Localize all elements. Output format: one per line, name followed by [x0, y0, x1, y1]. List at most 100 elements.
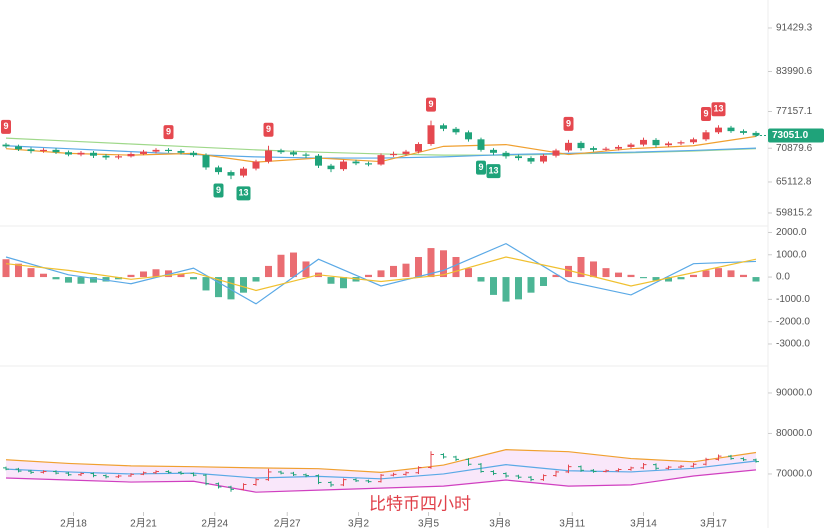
signal-label: 9 [166, 126, 171, 136]
macd-bar [115, 277, 122, 280]
candle-body [427, 125, 435, 145]
signal-label: 9 [266, 124, 271, 134]
candle-body [40, 149, 47, 152]
x-tick-label: 3月14 [630, 518, 657, 528]
indicator-line [5, 469, 757, 493]
signal-badge [476, 160, 486, 175]
macd-bar [240, 277, 247, 293]
candle-body [227, 172, 235, 176]
signal-badge [263, 122, 274, 137]
macd-bar [540, 277, 547, 286]
y-tick-label: 2000.0 [776, 227, 807, 238]
macd-bar [415, 256, 422, 278]
y-tick-label: 0.0 [776, 272, 790, 283]
macd-bar [527, 277, 535, 293]
candle-body [240, 168, 247, 176]
last-price-label: 73051.0 [772, 130, 809, 141]
signal-badge [1, 119, 11, 134]
candle-body [15, 146, 22, 150]
macd-bar [140, 271, 147, 278]
candle-body [315, 155, 322, 166]
macd-bar [327, 277, 335, 284]
macd-bar [465, 268, 472, 278]
macd-bar [127, 274, 135, 278]
candle-body [490, 149, 497, 153]
signal-label: 13 [713, 104, 723, 114]
candle-body [652, 139, 660, 146]
macd-bar [590, 261, 597, 278]
signal-badge [701, 106, 711, 121]
y-tick-label: -2000.0 [776, 316, 810, 327]
watermark: 比特币四小时 [369, 494, 471, 513]
candle-body [65, 152, 72, 155]
x-tick-label: 3月8 [489, 518, 511, 528]
candle-body [552, 150, 560, 156]
y-tick-label: 80000.0 [776, 428, 813, 439]
candle-body [577, 142, 585, 149]
macd-bar [77, 277, 85, 284]
candle-body [477, 139, 485, 150]
candle-body [727, 127, 735, 132]
macd-bar [452, 256, 460, 278]
candle-body [115, 156, 122, 158]
macd-bar [490, 277, 497, 295]
signal-badge [426, 97, 436, 112]
macd-bar [727, 270, 735, 278]
y-tick-label: 90000.0 [776, 388, 813, 399]
macd-bar [277, 254, 285, 278]
signal-label: 13 [238, 188, 248, 198]
macd-bar [665, 277, 672, 282]
candle-body [302, 154, 310, 156]
macd-bar [390, 265, 397, 278]
candle-body [540, 155, 547, 162]
candle-body [690, 139, 697, 143]
x-tick-label: 2月27 [274, 518, 301, 528]
candle-body [340, 161, 347, 170]
macd-bar [177, 273, 185, 278]
candle-body [127, 153, 135, 157]
macd-bar [627, 274, 635, 278]
band-fill [6, 449, 756, 493]
candle-body [402, 151, 410, 154]
y-tick-label: 70000.0 [776, 469, 813, 480]
macd-bar [52, 277, 60, 280]
macd-bar [190, 277, 197, 280]
signal-badge [711, 102, 726, 117]
candle-body [602, 148, 610, 150]
candle-body [752, 132, 760, 136]
candle-body [102, 155, 110, 158]
candle-body [90, 152, 97, 156]
macd-bar [27, 268, 35, 278]
candle-body [177, 151, 185, 153]
signal-label: 9 [703, 108, 708, 118]
y-tick-label: -1000.0 [776, 294, 810, 305]
macd-bar [265, 265, 272, 278]
y-tick-label: 59815.2 [776, 208, 813, 219]
y-tick-label: 70879.6 [776, 143, 813, 154]
candle-body [465, 132, 472, 140]
candle-body [715, 127, 722, 133]
candle-body [627, 144, 635, 147]
signal-badge [563, 116, 574, 131]
macd-bar [90, 277, 97, 283]
candle-body [665, 143, 672, 146]
macd-bar [652, 277, 660, 281]
macd-bar [65, 277, 72, 283]
candle-body [215, 167, 222, 173]
signal-label: 9 [3, 121, 8, 131]
candle-body [702, 132, 710, 140]
candle-body [327, 165, 335, 170]
macd-bar [365, 274, 372, 278]
candle-body [590, 148, 597, 150]
candle-body [440, 125, 447, 129]
macd-bar [377, 270, 385, 278]
candle-body [2, 144, 10, 147]
macd-bar [252, 277, 260, 282]
candle-body [190, 152, 197, 156]
indicator-line [5, 256, 757, 292]
signal-label: 9 [428, 99, 433, 109]
signal-badge [236, 186, 251, 201]
signal-label: 9 [216, 185, 221, 195]
macd-bar [202, 277, 210, 291]
